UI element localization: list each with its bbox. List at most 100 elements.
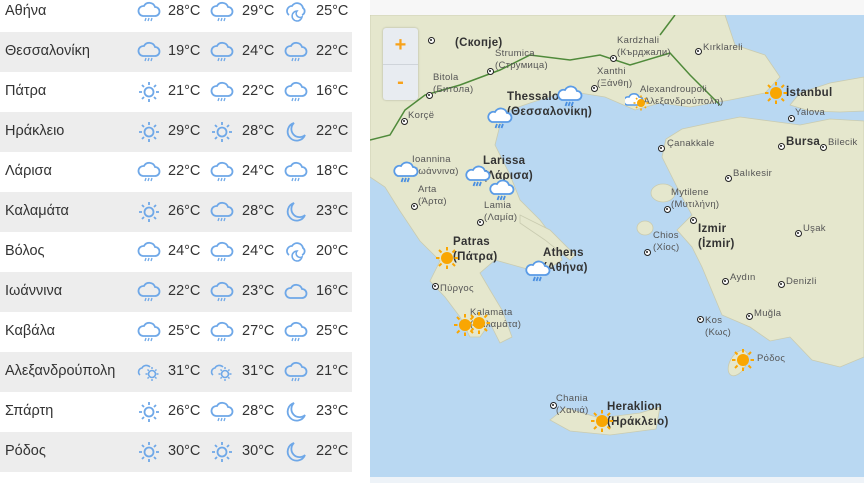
map-label-line: Lamia xyxy=(484,200,512,211)
map-label-line: Alexandroupoli xyxy=(640,84,708,95)
rain-icon xyxy=(210,241,234,263)
temperature: 30°C xyxy=(168,443,201,459)
city-dot-icon xyxy=(432,283,439,290)
forecast-row: Βόλος 24°C 24°C 20°C xyxy=(0,232,352,272)
rain-icon xyxy=(210,161,234,183)
city-name: Ηράκλειο xyxy=(5,123,65,139)
map-city-label: Çanakkale xyxy=(667,138,715,150)
map-city-label: Kardzhali (Кърджали) xyxy=(617,35,671,59)
city-dot-icon xyxy=(411,203,418,210)
map-city-label: Kırklareli xyxy=(703,42,743,54)
city-name: Πάτρα xyxy=(5,83,47,99)
map-city-label: Muğla xyxy=(754,308,781,320)
map-city-label: Bursa xyxy=(786,135,820,150)
city-dot-icon xyxy=(426,92,433,99)
map-rain-marker-icon[interactable] xyxy=(525,260,551,284)
map-sun-marker-icon[interactable] xyxy=(466,311,492,335)
temperature: 30°C xyxy=(242,443,275,459)
map-label-line: (Λάρισα) xyxy=(483,170,534,182)
map-sun-marker-icon[interactable] xyxy=(763,81,789,105)
temperature: 31°C xyxy=(242,363,275,379)
map-city-label: Strumica (Струмица) xyxy=(495,48,548,72)
temperature: 29°C xyxy=(242,3,275,19)
city-dot-icon xyxy=(778,281,785,288)
map-city-label: (Скопje) xyxy=(455,36,503,51)
city-name: Ιωάννινα xyxy=(5,283,63,299)
map-label-line: (Αθήνα) xyxy=(543,262,588,274)
map-label-line: Aydın xyxy=(730,272,756,283)
temperature: 25°C xyxy=(168,323,201,339)
rain-icon xyxy=(210,41,234,63)
map-label-line: (Μυτιλήνη) xyxy=(671,199,720,210)
map-city-label: Korçë xyxy=(408,110,434,122)
moon-icon xyxy=(284,201,308,223)
map-label-line: Çanakkale xyxy=(667,138,715,149)
city-name: Αθήνα xyxy=(5,3,47,19)
map-label-line: Patras xyxy=(453,236,490,248)
map-city-label: Patras (Πάτρα) xyxy=(453,235,497,265)
temperature: 19°C xyxy=(168,43,201,59)
map-sun-marker-icon[interactable] xyxy=(730,348,756,372)
temperature: 24°C xyxy=(242,163,275,179)
map-label-line: Korçë xyxy=(408,110,435,121)
map-label-line: (Κως) xyxy=(705,327,732,338)
temperature: 26°C xyxy=(168,403,201,419)
temperature: 22°C xyxy=(316,43,349,59)
map-label-line: Πύργος xyxy=(440,283,474,294)
map-label-line: Kardzhali xyxy=(617,35,660,46)
map-city-label: Chios (Χίος) xyxy=(653,230,679,254)
map-city-label: Larissa (Λάρισα) xyxy=(483,154,533,184)
map-rain-marker-icon[interactable] xyxy=(489,179,515,203)
rain-icon xyxy=(137,321,161,343)
map-city-label: Athens (Αθήνα) xyxy=(543,246,588,276)
map-rain-marker-icon[interactable] xyxy=(487,107,513,131)
moon-icon xyxy=(284,121,308,143)
moon-icon xyxy=(284,441,308,463)
map-label-line: Arta xyxy=(418,184,437,195)
map-label-line: Chios xyxy=(653,230,679,241)
map-label-line: (Скопje) xyxy=(455,37,503,49)
map-label-line: Athens xyxy=(543,247,584,259)
map-cloud-sun-marker-icon[interactable] xyxy=(625,89,651,113)
zoom-in-button[interactable]: + xyxy=(383,28,418,65)
temperature: 31°C xyxy=(168,363,201,379)
temperature: 23°C xyxy=(316,403,349,419)
map-base xyxy=(370,15,864,436)
rain-icon xyxy=(284,161,308,183)
map-rain-marker-icon[interactable] xyxy=(465,165,491,189)
map-label-line: (Πάτρα) xyxy=(453,251,498,263)
city-name: Αλεξανδρούπολη xyxy=(5,363,116,379)
rain-icon xyxy=(284,81,308,103)
city-dot-icon xyxy=(746,313,753,320)
map-header-strip xyxy=(370,0,864,15)
temperature: 28°C xyxy=(242,403,275,419)
forecast-row: Ιωάννινα 22°C 23°C 16°C xyxy=(0,272,352,312)
map-rain-marker-icon[interactable] xyxy=(557,85,583,109)
temperature: 22°C xyxy=(316,123,349,139)
city-name: Λάρισα xyxy=(5,163,52,179)
map-label-line: (Струмица) xyxy=(495,60,548,71)
map-city-label: Aydın xyxy=(730,272,756,284)
temperature: 28°C xyxy=(168,3,201,19)
map-rain-marker-icon[interactable] xyxy=(393,161,419,185)
cloud-sun-icon xyxy=(210,361,234,383)
rain-icon xyxy=(137,241,161,263)
map-sun-marker-icon[interactable] xyxy=(589,409,615,433)
city-dot-icon xyxy=(697,316,704,323)
sun-icon xyxy=(137,201,161,223)
map-label-line: Kırklareli xyxy=(703,42,743,53)
temperature: 21°C xyxy=(316,363,349,379)
temperature: 22°C xyxy=(168,283,201,299)
temperature: 21°C xyxy=(168,83,201,99)
map-label-line: Yalova xyxy=(795,107,826,118)
map-label-line: Uşak xyxy=(803,223,826,234)
sun-icon xyxy=(137,81,161,103)
weather-map[interactable]: + - (Скопje) Strumica (Струмица) Bitola (Бит… xyxy=(370,15,864,477)
city-dot-icon xyxy=(477,219,484,226)
temperature: 24°C xyxy=(242,43,275,59)
rain-icon xyxy=(210,201,234,223)
temperature: 23°C xyxy=(316,203,349,219)
zoom-out-button[interactable]: - xyxy=(397,71,404,93)
map-sun-marker-icon[interactable] xyxy=(434,246,460,270)
sun-icon xyxy=(137,441,161,463)
